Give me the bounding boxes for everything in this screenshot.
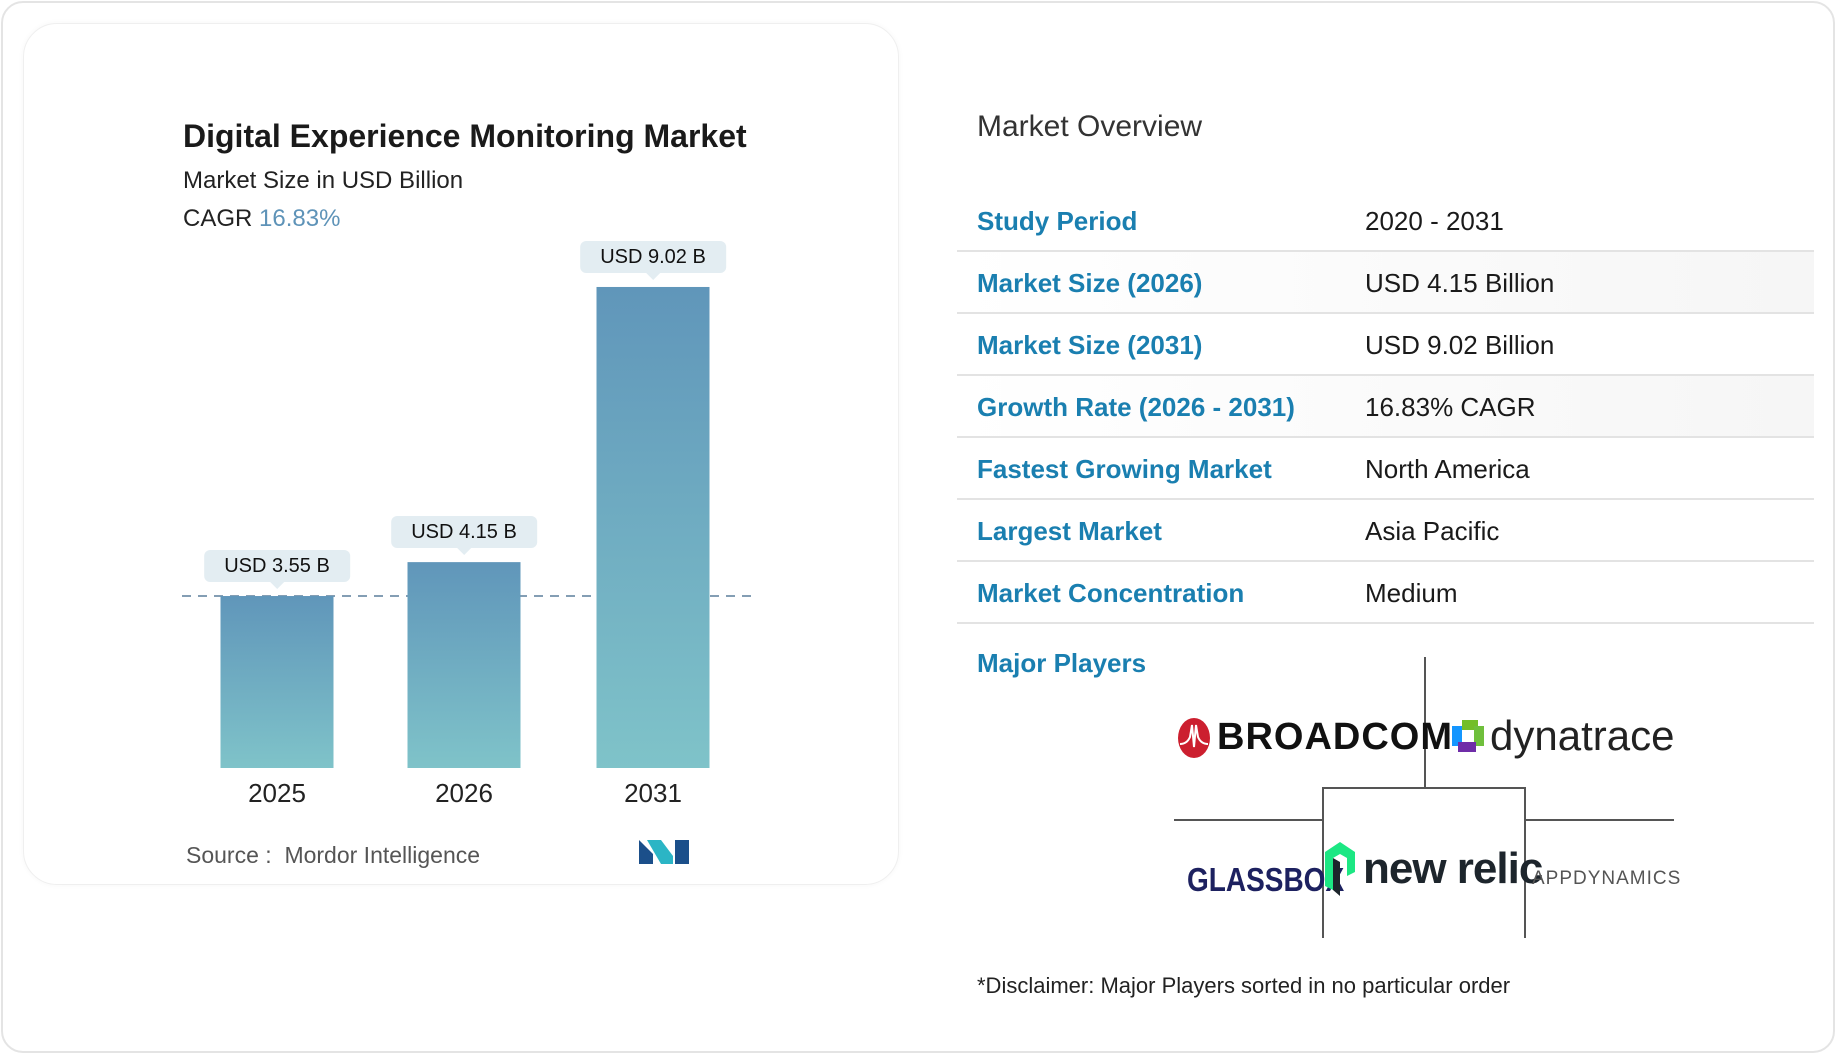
row-label: Market Size (2026) xyxy=(977,268,1203,298)
overview-row: Study Period 2020 - 2031 xyxy=(957,190,1814,252)
x-tick-label: 2031 xyxy=(624,778,682,808)
bar-2025 xyxy=(220,596,334,768)
row-value: 16.83% CAGR xyxy=(1365,392,1536,422)
logo-new-relic: new relic xyxy=(1325,842,1543,896)
data-label: USD 4.15 B xyxy=(391,516,537,556)
overview-row: Market Size (2031) USD 9.02 Billion xyxy=(957,314,1814,376)
new-relic-icon xyxy=(1325,842,1355,896)
grid-divider xyxy=(1424,657,1426,787)
row-label: Growth Rate (2026 - 2031) xyxy=(977,392,1295,422)
row-label: Fastest Growing Market xyxy=(977,454,1272,484)
bar-2026 xyxy=(407,562,521,768)
overview-row: Growth Rate (2026 - 2031) 16.83% CAGR xyxy=(957,376,1814,438)
row-label: Market Size (2031) xyxy=(977,330,1203,360)
row-value: North America xyxy=(1365,454,1530,484)
source-name: Mordor Intelligence xyxy=(284,842,481,868)
row-value: Asia Pacific xyxy=(1365,516,1500,546)
row-label: Study Period xyxy=(977,206,1138,236)
logo-glassbox: GLASSBOX xyxy=(1187,860,1345,898)
x-tick-label: 2026 xyxy=(435,778,493,808)
overview-row: Market Concentration Medium xyxy=(957,562,1814,624)
dynatrace-icon xyxy=(1452,720,1484,752)
row-label: Largest Market xyxy=(977,516,1162,546)
source: Source : Mordor Intelligence xyxy=(186,842,480,869)
row-label: Market Concentration xyxy=(977,578,1245,608)
data-label: USD 3.55 B xyxy=(204,550,350,590)
broadcom-icon xyxy=(1178,717,1210,758)
featured-player-box xyxy=(1322,787,1526,938)
major-players-label: Major Players xyxy=(977,648,1147,678)
row-value: 2020 - 2031 xyxy=(1365,206,1504,236)
row-value: USD 4.15 Billion xyxy=(1365,268,1555,298)
overview-row: Largest Market Asia Pacific xyxy=(957,500,1814,562)
x-tick-label: 2025 xyxy=(248,778,306,808)
source-label: Source : xyxy=(186,842,272,868)
overview-table: Study Period 2020 - 2031 Market Size (2026… xyxy=(957,190,1814,624)
bar-2031 xyxy=(596,286,710,768)
overview-row: Market Size (2026) USD 4.15 Billion xyxy=(957,252,1814,314)
grid-divider xyxy=(1174,819,1322,821)
chart-title: Digital Experience Monitoring Market xyxy=(183,118,747,154)
cagr-label: CAGR xyxy=(183,205,253,232)
overview-row: Fastest Growing Market North America xyxy=(957,438,1814,500)
mordor-logo-icon xyxy=(639,840,689,864)
chart-card xyxy=(23,23,899,885)
cagr-value: 16.83% xyxy=(259,205,341,232)
logo-broadcom: BROADCOM xyxy=(1177,716,1453,759)
logo-appdynamics: APPDYNAMICS xyxy=(1532,868,1682,889)
data-label: USD 9.02 B xyxy=(580,240,726,280)
logo-dynatrace: dynatrace xyxy=(1450,712,1674,760)
chart-subtitle: Market Size in USD Billion xyxy=(183,167,464,194)
cagr: CAGR 16.83% xyxy=(183,205,340,233)
overview-title: Market Overview xyxy=(977,110,1203,143)
disclaimer: *Disclaimer: Major Players sorted in no … xyxy=(977,973,1511,998)
row-value: Medium xyxy=(1365,578,1458,608)
grid-divider xyxy=(1525,819,1674,821)
row-value: USD 9.02 Billion xyxy=(1365,330,1555,360)
